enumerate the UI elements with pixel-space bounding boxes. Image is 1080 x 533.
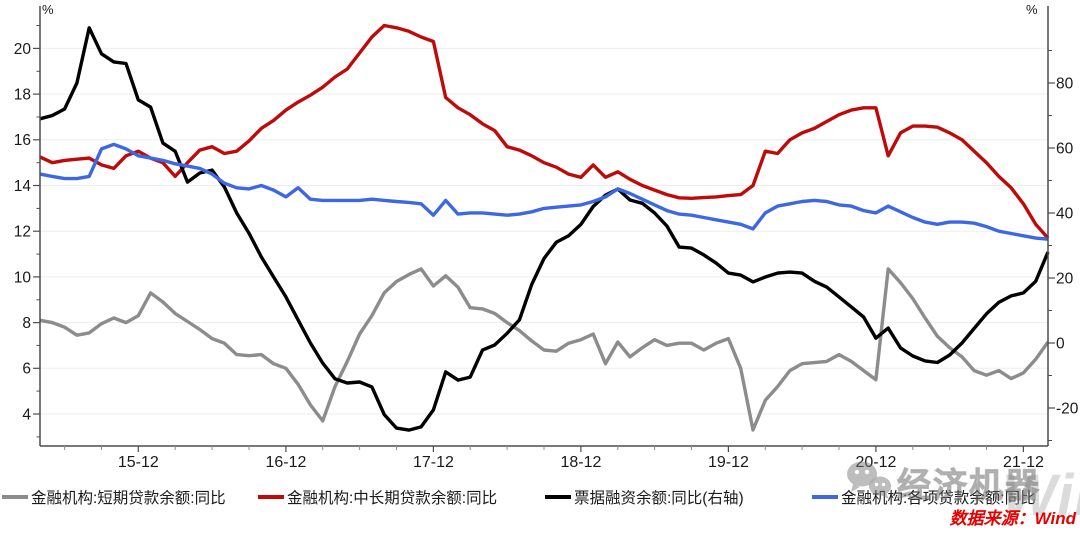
series-line	[39, 23, 1050, 240]
svg-text:10: 10	[14, 269, 32, 286]
svg-text:18-12: 18-12	[560, 454, 601, 471]
svg-text:20: 20	[1056, 270, 1074, 287]
svg-text:16: 16	[14, 132, 31, 149]
svg-text:16-12: 16-12	[265, 454, 306, 471]
svg-text:4: 4	[22, 406, 31, 423]
series-lines	[39, 23, 1050, 432]
series-line	[39, 267, 1050, 432]
series-line	[39, 142, 1049, 241]
svg-text:12: 12	[14, 224, 31, 241]
svg-text:18: 18	[14, 87, 31, 104]
svg-text:20: 20	[14, 41, 32, 58]
svg-text:6: 6	[22, 361, 31, 378]
svg-text:8: 8	[22, 315, 31, 332]
svg-text:17-12: 17-12	[413, 454, 454, 471]
left-axis-unit-label: %	[42, 2, 54, 17]
svg-text:15-12: 15-12	[118, 454, 159, 471]
svg-text:20-12: 20-12	[855, 454, 896, 471]
svg-text:0: 0	[1056, 335, 1065, 352]
gridlines	[40, 47, 1048, 415]
svg-text:60: 60	[1056, 140, 1074, 157]
svg-text:40: 40	[1056, 205, 1074, 222]
tick-marks	[33, 25, 1055, 452]
right-axis-unit-label: %	[1026, 2, 1038, 17]
svg-text:80: 80	[1056, 75, 1074, 92]
svg-text:21-12: 21-12	[1003, 454, 1044, 471]
tick-labels: 4 6 8 10 12 14 16 18 20 -20 0 20 40 60 80 15-12 16-12 17-…	[14, 41, 1079, 471]
svg-text:19-12: 19-12	[708, 454, 749, 471]
svg-text:-20: -20	[1056, 400, 1079, 417]
series-line	[39, 26, 1050, 432]
axes	[39, 6, 1049, 447]
svg-text:14: 14	[14, 178, 32, 195]
data-source-label: 数据来源：Wind	[949, 509, 1076, 528]
